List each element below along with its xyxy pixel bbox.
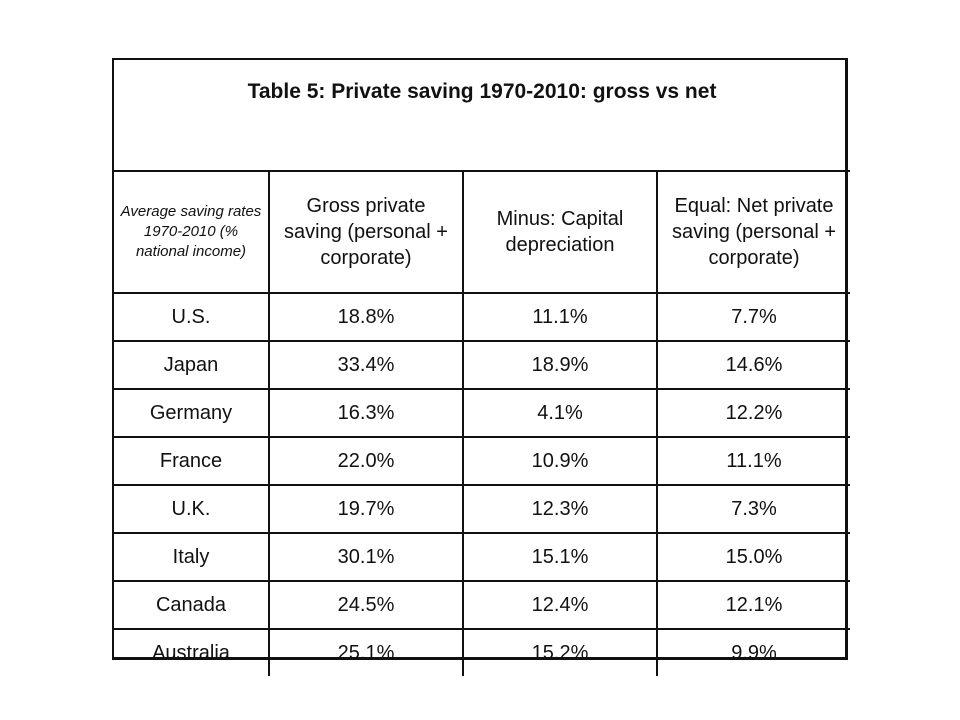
cell-net: 7.7% xyxy=(655,292,851,342)
cell-depreciation: 10.9% xyxy=(462,436,658,486)
table-row: Canada 24.5% 12.4% 12.1% xyxy=(114,580,851,630)
table-row: U.S. 18.8% 11.1% 7.7% xyxy=(114,292,851,342)
cell-country: U.S. xyxy=(114,292,270,342)
cell-gross: 25.1% xyxy=(268,628,464,676)
cell-gross: 22.0% xyxy=(268,436,464,486)
table-row: Australia 25.1% 15.2% 9.9% xyxy=(114,628,851,676)
cell-net: 15.0% xyxy=(655,532,851,582)
cell-country: Australia xyxy=(114,628,270,676)
table-row: U.K. 19.7% 12.3% 7.3% xyxy=(114,484,851,534)
table-row: Italy 30.1% 15.1% 15.0% xyxy=(114,532,851,582)
cell-net: 11.1% xyxy=(655,436,851,486)
cell-net: 7.3% xyxy=(655,484,851,534)
saving-table: Table 5: Private saving 1970-2010: gross… xyxy=(114,60,851,676)
column-header-gross: Gross private saving (personal + corpora… xyxy=(268,170,464,294)
table-row: Japan 33.4% 18.9% 14.6% xyxy=(114,340,851,390)
cell-net: 9.9% xyxy=(655,628,851,676)
table-row: France 22.0% 10.9% 11.1% xyxy=(114,436,851,486)
cell-country: Japan xyxy=(114,340,270,390)
cell-country: Germany xyxy=(114,388,270,438)
cell-country: U.K. xyxy=(114,484,270,534)
column-header-net: Equal: Net private saving (personal + co… xyxy=(655,170,851,294)
cell-country: Italy xyxy=(114,532,270,582)
cell-depreciation: 18.9% xyxy=(462,340,658,390)
cell-depreciation: 15.2% xyxy=(462,628,658,676)
cell-depreciation: 15.1% xyxy=(462,532,658,582)
cell-gross: 16.3% xyxy=(268,388,464,438)
cell-gross: 24.5% xyxy=(268,580,464,630)
cell-net: 12.1% xyxy=(655,580,851,630)
cell-gross: 33.4% xyxy=(268,340,464,390)
column-header-depreciation: Minus: Capital depreciation xyxy=(462,170,658,294)
corner-label: Average saving rates 1970-2010 (% nation… xyxy=(114,170,270,294)
cell-gross: 18.8% xyxy=(268,292,464,342)
cell-country: France xyxy=(114,436,270,486)
cell-depreciation: 4.1% xyxy=(462,388,658,438)
cell-depreciation: 12.3% xyxy=(462,484,658,534)
cell-net: 12.2% xyxy=(655,388,851,438)
table-title: Table 5: Private saving 1970-2010: gross… xyxy=(114,60,851,172)
cell-gross: 30.1% xyxy=(268,532,464,582)
cell-depreciation: 12.4% xyxy=(462,580,658,630)
cell-country: Canada xyxy=(114,580,270,630)
cell-net: 14.6% xyxy=(655,340,851,390)
cell-depreciation: 11.1% xyxy=(462,292,658,342)
table-row: Germany 16.3% 4.1% 12.2% xyxy=(114,388,851,438)
cell-gross: 19.7% xyxy=(268,484,464,534)
saving-table-frame: Table 5: Private saving 1970-2010: gross… xyxy=(112,58,851,676)
